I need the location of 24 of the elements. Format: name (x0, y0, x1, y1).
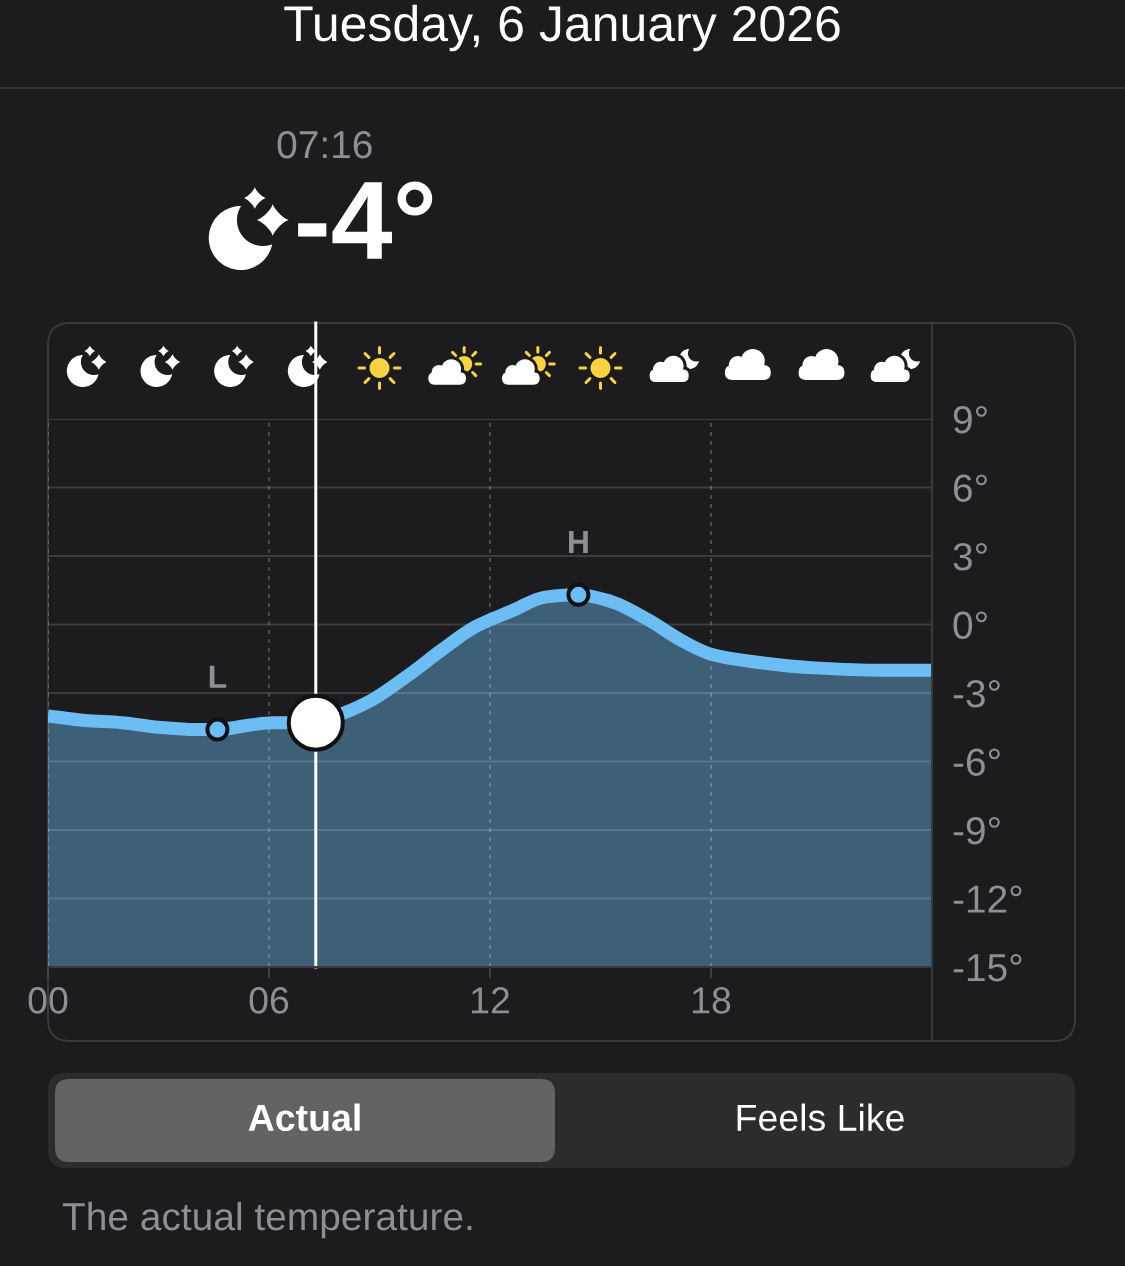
annotation: H (569, 531, 588, 554)
text: 07:16 (277, 130, 372, 159)
text: Feels Like (737, 1103, 904, 1132)
point (205, 717, 230, 742)
point (286, 693, 345, 752)
y-tick-label: -15° (953, 953, 1022, 982)
x-tick-label: 18 (693, 987, 731, 1014)
y-tick-label: 0° (953, 611, 987, 639)
x-tick-label: 06 (249, 987, 289, 1014)
annotation: L (209, 665, 227, 688)
text: The actual temperature. (62, 1201, 472, 1239)
x-tick-label: 12 (472, 987, 509, 1014)
text: -4° (298, 181, 433, 259)
y-tick-label: -9° (953, 816, 1000, 845)
x-tick-label: 00 (28, 987, 68, 1014)
y-tick-label: -12° (953, 885, 1022, 913)
y-tick-label: 3° (953, 542, 987, 571)
y-tick-label: -6° (953, 748, 1000, 776)
y-tick-label: -3° (953, 679, 1000, 708)
point (566, 582, 591, 607)
chart-title: Tuesday, 6 January 2026 (284, 4, 840, 52)
y-tick-label: 6° (953, 474, 987, 502)
text: Actual (248, 1103, 360, 1132)
y-tick-label: 9° (953, 405, 987, 434)
